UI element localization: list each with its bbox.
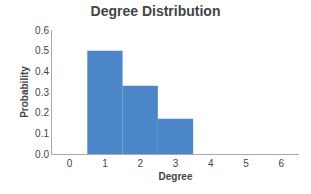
svg-text:1: 1 — [102, 158, 108, 169]
svg-text:Probability: Probability — [19, 66, 30, 118]
svg-text:Degree: Degree — [159, 171, 193, 182]
svg-text:0.6: 0.6 — [35, 25, 49, 36]
svg-text:0.3: 0.3 — [35, 87, 49, 98]
svg-text:3: 3 — [173, 158, 179, 169]
svg-text:0.1: 0.1 — [35, 128, 49, 139]
svg-text:0.4: 0.4 — [35, 66, 49, 77]
svg-text:Degree Distribution: Degree Distribution — [91, 3, 221, 19]
svg-text:0.2: 0.2 — [35, 107, 49, 118]
svg-text:5: 5 — [243, 158, 249, 169]
svg-text:4: 4 — [208, 158, 214, 169]
svg-text:0: 0 — [67, 158, 73, 169]
svg-text:6: 6 — [279, 158, 285, 169]
svg-text:0.0: 0.0 — [35, 149, 49, 160]
svg-text:2: 2 — [137, 158, 143, 169]
svg-text:0.5: 0.5 — [35, 45, 49, 56]
